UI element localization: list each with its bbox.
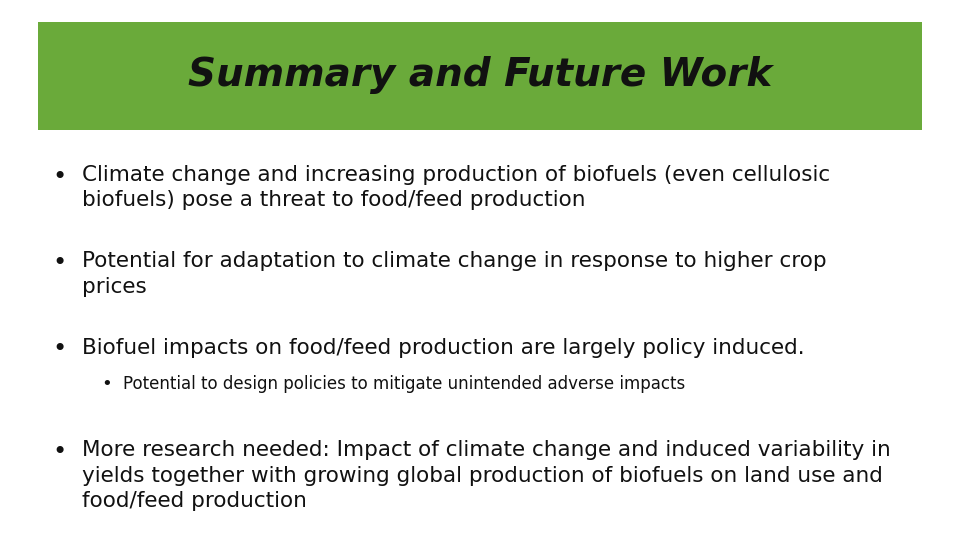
Text: Summary and Future Work: Summary and Future Work bbox=[188, 56, 772, 93]
Text: •: • bbox=[101, 375, 111, 393]
Text: Biofuel impacts on food/feed production are largely policy induced.: Biofuel impacts on food/feed production … bbox=[82, 338, 804, 357]
Text: Potential to design policies to mitigate unintended adverse impacts: Potential to design policies to mitigate… bbox=[123, 375, 685, 393]
Text: •: • bbox=[53, 440, 67, 464]
Text: More research needed: Impact of climate change and induced variability in
yields: More research needed: Impact of climate … bbox=[82, 440, 890, 511]
Text: Climate change and increasing production of biofuels (even cellulosic
biofuels) : Climate change and increasing production… bbox=[82, 165, 829, 210]
Text: •: • bbox=[53, 338, 67, 361]
Text: •: • bbox=[53, 251, 67, 275]
Text: Potential for adaptation to climate change in response to higher crop
prices: Potential for adaptation to climate chan… bbox=[82, 251, 827, 296]
Text: •: • bbox=[53, 165, 67, 188]
FancyBboxPatch shape bbox=[38, 22, 922, 130]
